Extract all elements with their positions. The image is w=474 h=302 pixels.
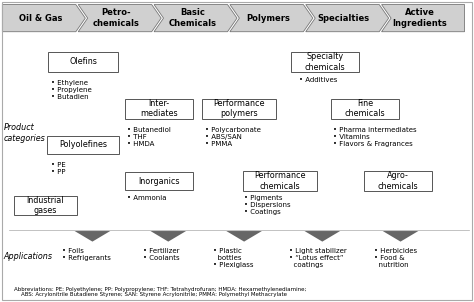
- Polygon shape: [2, 5, 85, 32]
- Text: Basic
Chemicals: Basic Chemicals: [168, 8, 216, 28]
- Text: Olefins: Olefins: [69, 57, 97, 66]
- Text: • Butanediol
• THF
• HMDA: • Butanediol • THF • HMDA: [127, 127, 171, 147]
- FancyBboxPatch shape: [125, 99, 192, 119]
- Text: Specialty
chemicals: Specialty chemicals: [304, 52, 345, 72]
- FancyBboxPatch shape: [13, 196, 76, 215]
- Polygon shape: [154, 5, 237, 32]
- FancyBboxPatch shape: [243, 171, 317, 191]
- Text: Specialties: Specialties: [318, 14, 370, 23]
- Polygon shape: [306, 5, 389, 32]
- Text: Polymers: Polymers: [246, 14, 290, 23]
- Text: Performance
polymers: Performance polymers: [214, 99, 265, 118]
- Text: Polyolefines: Polyolefines: [59, 140, 107, 149]
- Text: Inorganics: Inorganics: [138, 177, 180, 186]
- Text: • Pharma intermediates
• Vitamins
• Flavors & Fragrances: • Pharma intermediates • Vitamins • Flav…: [333, 127, 417, 147]
- Text: • Fertilizer
• Coolants: • Fertilizer • Coolants: [143, 248, 180, 261]
- Text: Oil & Gas: Oil & Gas: [19, 14, 62, 23]
- Text: • Herbicides
• Food &
  nutrition: • Herbicides • Food & nutrition: [374, 248, 418, 268]
- FancyBboxPatch shape: [125, 172, 192, 190]
- Polygon shape: [382, 5, 465, 32]
- Text: Abbreviations: PE: Polyethylene; PP: Polypropylene; THF: Tetrahydrofuran; HMDA: : Abbreviations: PE: Polyethylene; PP: Pol…: [14, 287, 307, 297]
- Polygon shape: [78, 5, 161, 32]
- Text: Product
categories: Product categories: [4, 123, 46, 143]
- FancyBboxPatch shape: [291, 52, 358, 72]
- Text: • Ethylene
• Propylene
• Butadien: • Ethylene • Propylene • Butadien: [51, 80, 92, 100]
- Text: • Pigments
• Dispersions
• Coatings: • Pigments • Dispersions • Coatings: [244, 195, 291, 215]
- Polygon shape: [75, 231, 110, 242]
- Text: Industrial
gases: Industrial gases: [26, 196, 64, 215]
- Polygon shape: [304, 231, 340, 242]
- Text: • Polycarbonate
• ABS/SAN
• PMMA: • Polycarbonate • ABS/SAN • PMMA: [205, 127, 261, 147]
- Text: Fine
chemicals: Fine chemicals: [345, 99, 385, 118]
- Text: Petro-
chemicals: Petro- chemicals: [93, 8, 140, 28]
- Polygon shape: [383, 231, 418, 242]
- FancyBboxPatch shape: [331, 99, 399, 119]
- Polygon shape: [227, 231, 262, 242]
- Text: Inter-
mediates: Inter- mediates: [140, 99, 178, 118]
- Text: Agro-
chemicals: Agro- chemicals: [378, 172, 419, 191]
- FancyBboxPatch shape: [202, 99, 276, 119]
- Text: • Foils
• Refrigerants: • Foils • Refrigerants: [62, 248, 110, 261]
- FancyBboxPatch shape: [364, 171, 432, 191]
- Text: Active
Ingredients: Active Ingredients: [392, 8, 447, 28]
- Text: Applications: Applications: [4, 252, 53, 261]
- Text: • Plastic
  bottles
• Plexiglass: • Plastic bottles • Plexiglass: [213, 248, 254, 268]
- Text: • Ammonia: • Ammonia: [127, 195, 166, 201]
- Text: • Light stabilizer
• “Lotus effect”
  coatings: • Light stabilizer • “Lotus effect” coat…: [289, 248, 347, 268]
- Text: Performance
chemicals: Performance chemicals: [254, 172, 305, 191]
- FancyBboxPatch shape: [48, 52, 118, 72]
- Text: • Additives: • Additives: [299, 77, 337, 83]
- Polygon shape: [230, 5, 313, 32]
- Polygon shape: [151, 231, 186, 242]
- FancyBboxPatch shape: [46, 136, 119, 154]
- Text: • PE
• PP: • PE • PP: [51, 162, 66, 175]
